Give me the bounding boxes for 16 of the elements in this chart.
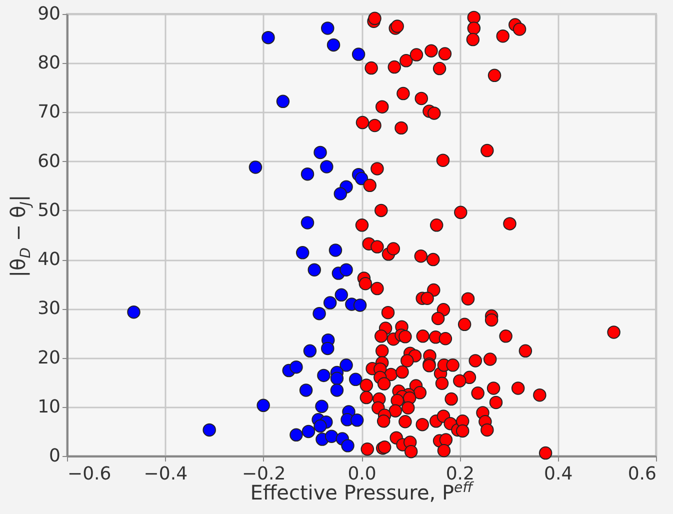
y-tick-label: 30 [38,298,60,320]
y-tick-label: 10 [38,396,60,418]
x-tick-label: −0.4 [144,464,188,484]
y-tick-label: 80 [38,52,60,74]
x-tick-label: −0.2 [242,464,286,484]
x-tick-label: 0.0 [348,464,376,484]
y-tick-label: 60 [38,150,60,172]
x-tick-label: −0.6 [68,464,112,484]
y-tick-label: 70 [38,102,60,123]
y-tick-label: 20 [38,347,60,368]
y-tick-label: 40 [38,249,60,270]
y-tick-label: 0 [49,446,60,466]
x-tick-label: 0.4 [544,464,573,484]
x-tick-label: 0.6 [628,464,656,484]
y-tick-label: 90 [38,4,60,24]
y-tick-label: 50 [38,200,60,221]
